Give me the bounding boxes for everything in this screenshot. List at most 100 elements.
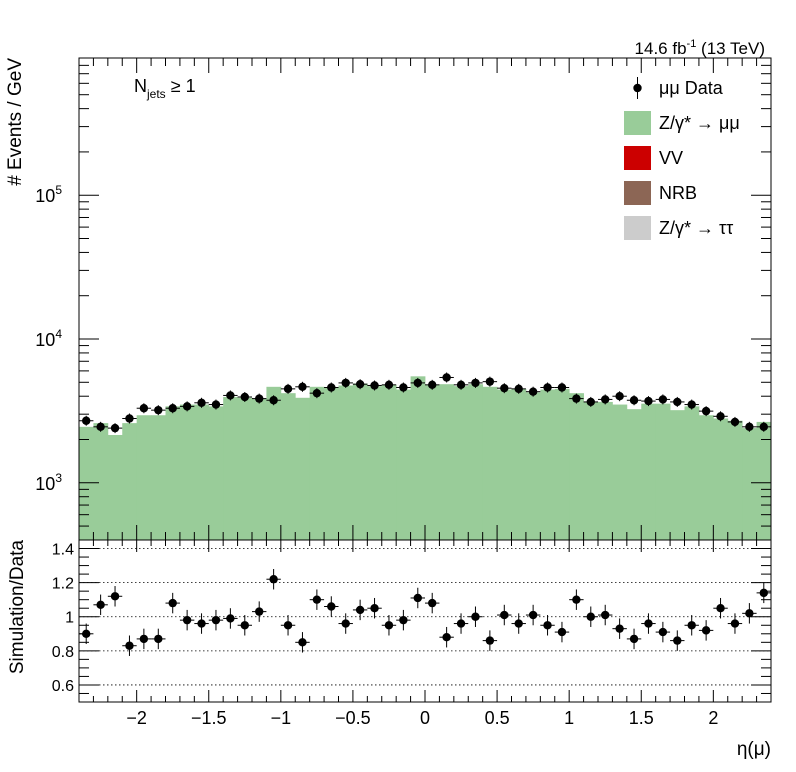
ratio-point bbox=[655, 621, 671, 643]
ratio-marker bbox=[226, 614, 235, 623]
ratio-marker bbox=[182, 615, 192, 625]
mc-bar bbox=[626, 409, 642, 540]
ratio-point bbox=[598, 604, 613, 626]
ratio-point bbox=[670, 630, 685, 651]
mc-bar bbox=[554, 388, 570, 540]
data-point bbox=[698, 406, 714, 417]
ratio-point bbox=[453, 613, 469, 634]
data-marker bbox=[673, 397, 682, 407]
data-marker bbox=[240, 392, 249, 402]
mc-bar bbox=[151, 415, 166, 540]
mc-bar bbox=[684, 406, 700, 540]
data-point bbox=[367, 380, 382, 391]
data-marker bbox=[601, 395, 610, 404]
ratio-point bbox=[684, 615, 699, 636]
ratio-point bbox=[641, 613, 656, 634]
ratio-point bbox=[468, 606, 483, 627]
mc-bar bbox=[223, 396, 238, 540]
ratio-point bbox=[179, 609, 195, 631]
data-marker bbox=[269, 396, 278, 405]
ratio-marker bbox=[384, 621, 394, 630]
ratio-point bbox=[540, 615, 555, 636]
data-point bbox=[410, 377, 425, 388]
ratio-marker bbox=[269, 575, 278, 584]
ratio-point bbox=[280, 615, 296, 636]
ratio-marker bbox=[341, 619, 350, 628]
x-tick-label: −0.5 bbox=[335, 708, 371, 728]
ratio-point bbox=[324, 596, 339, 617]
data-marker bbox=[471, 378, 480, 388]
ratio-axes: 0.6 0.8 1 1.2 1.4 −2 −1.5 −1 −0.5 0 0.5 1 1.5 2 bbox=[52, 540, 772, 728]
data-point bbox=[295, 381, 310, 392]
legend-entry-ztautau: Z/γ* → ττ bbox=[624, 216, 733, 240]
data-point bbox=[223, 390, 238, 401]
data-marker bbox=[283, 384, 293, 394]
ratio-marker bbox=[355, 605, 365, 615]
data-point bbox=[208, 399, 224, 410]
mc-bar bbox=[497, 389, 512, 540]
ratio-point bbox=[569, 589, 584, 610]
data-point bbox=[151, 405, 166, 416]
ratio-marker bbox=[759, 588, 768, 598]
data-marker bbox=[226, 391, 235, 400]
ratio-marker bbox=[96, 600, 105, 609]
data-point bbox=[612, 391, 627, 402]
mc-bar bbox=[396, 389, 411, 540]
ratio-point bbox=[727, 613, 743, 634]
legend-label: Z/γ* → μμ bbox=[659, 113, 740, 133]
data-point bbox=[107, 423, 123, 434]
legend-label: VV bbox=[659, 148, 683, 168]
data-marker bbox=[745, 422, 754, 432]
x-tick-label: 0 bbox=[420, 708, 430, 728]
data-marker bbox=[125, 414, 134, 423]
data-point bbox=[756, 421, 771, 432]
luminosity-label: 14.6 fb-1 (13 TeV) bbox=[635, 38, 765, 58]
ratio-point bbox=[497, 604, 512, 626]
data-point bbox=[93, 421, 108, 432]
data-point bbox=[453, 379, 469, 390]
data-marker bbox=[514, 384, 523, 394]
x-tick-label: −1 bbox=[271, 708, 292, 728]
data-point bbox=[655, 394, 671, 405]
legend-data-marker bbox=[633, 83, 642, 93]
data-point bbox=[569, 393, 584, 404]
ratio-point bbox=[381, 615, 397, 636]
x-axis-label: η(μ) bbox=[737, 739, 771, 760]
ratio-marker bbox=[644, 619, 653, 628]
ratio-marker bbox=[399, 615, 408, 625]
main-y-axis-label: # Events / GeV bbox=[5, 58, 26, 186]
data-marker bbox=[687, 400, 696, 409]
data-marker bbox=[644, 396, 653, 406]
legend-entry-vv: VV bbox=[624, 146, 683, 170]
ratio-point bbox=[194, 613, 209, 634]
data-marker bbox=[442, 373, 451, 382]
y-tick-label: 105 bbox=[35, 183, 62, 206]
data-marker bbox=[413, 378, 422, 388]
data-marker bbox=[485, 377, 495, 386]
ratio-point bbox=[698, 620, 714, 641]
ratio-y-axis-label: Simulation/Data bbox=[7, 540, 28, 675]
data-point bbox=[670, 396, 685, 407]
ratio-marker bbox=[139, 634, 149, 644]
data-point bbox=[525, 386, 541, 397]
ratio-marker bbox=[658, 627, 668, 637]
data-marker bbox=[168, 404, 177, 413]
data-marker bbox=[341, 378, 350, 388]
data-point bbox=[280, 383, 296, 394]
ratio-point bbox=[151, 628, 166, 650]
ratio-marker bbox=[629, 634, 639, 644]
mc-bar bbox=[165, 406, 181, 540]
data-marker bbox=[456, 380, 466, 390]
mc-bar bbox=[453, 386, 469, 540]
data-point bbox=[396, 382, 411, 393]
data-point bbox=[742, 421, 757, 432]
data-marker bbox=[139, 404, 149, 413]
ratio-point bbox=[583, 606, 598, 627]
data-marker bbox=[701, 406, 711, 416]
data-point bbox=[352, 379, 368, 390]
data-marker bbox=[586, 397, 595, 407]
ratio-point bbox=[742, 603, 757, 624]
legend-entry-nrb: NRB bbox=[624, 181, 697, 205]
legend: μμ Data Z/γ* → μμ VV NRB Z/γ* → ττ bbox=[624, 77, 740, 240]
ratio-marker bbox=[168, 598, 177, 608]
